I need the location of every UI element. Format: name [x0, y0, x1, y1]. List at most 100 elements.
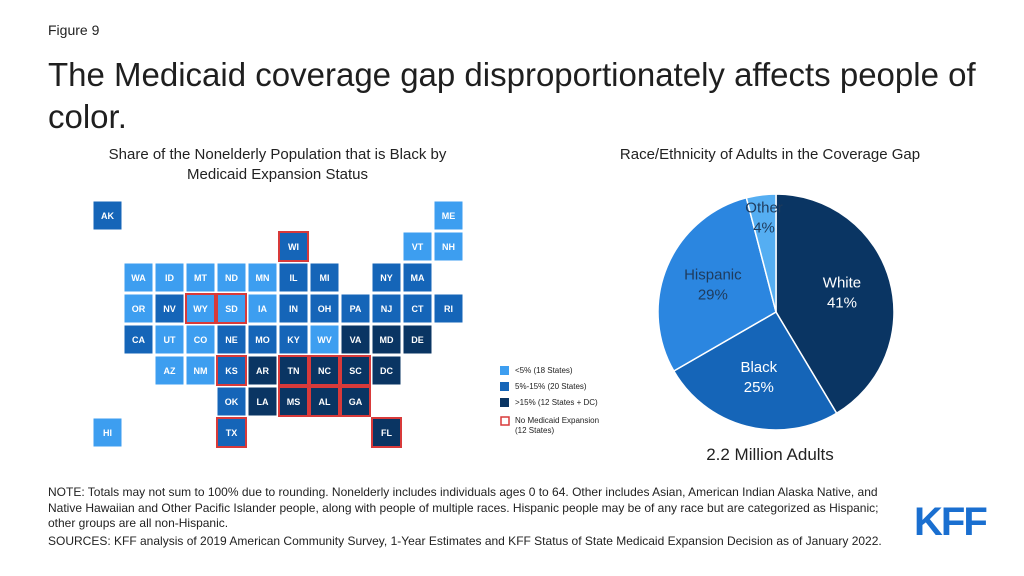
state: [309, 355, 340, 386]
state: [340, 293, 371, 324]
state: [278, 262, 309, 293]
state-label: IN: [289, 304, 298, 314]
state-label: NM: [194, 366, 208, 376]
state-label: WA: [131, 273, 146, 283]
notes: NOTE: Totals may not sum to 100% due to …: [48, 485, 879, 530]
state: [309, 262, 340, 293]
state: [309, 386, 340, 417]
state-label: TX: [226, 428, 238, 438]
state-label: OR: [132, 304, 146, 314]
state-label: KY: [287, 335, 300, 345]
state-label: NY: [380, 273, 393, 283]
state-label: SC: [349, 366, 362, 376]
state-label: MN: [256, 273, 270, 283]
state: [340, 386, 371, 417]
state-label: VA: [350, 335, 362, 345]
state: [216, 417, 247, 448]
legend-label: <5% (18 States): [515, 366, 573, 375]
state: [154, 355, 185, 386]
state: [278, 231, 309, 262]
figure-label: Figure 9: [48, 22, 100, 38]
state-label: RI: [444, 304, 453, 314]
state-label: NC: [318, 366, 331, 376]
pie-slice: [745, 193, 777, 313]
state: [216, 386, 247, 417]
state-label: WI: [288, 242, 299, 252]
state-label: KS: [225, 366, 238, 376]
state-label: LA: [257, 397, 269, 407]
state-label: ND: [225, 273, 238, 283]
state-label: NJ: [381, 304, 393, 314]
state: [92, 417, 123, 448]
state-label: CO: [194, 335, 208, 345]
state: [402, 231, 433, 262]
state: [278, 324, 309, 355]
state: [123, 293, 154, 324]
sources: SOURCES: KFF analysis of 2019 American C…: [48, 534, 882, 548]
slice-label: Other: [745, 199, 783, 216]
state-label: AR: [256, 366, 269, 376]
legend-swatch: [500, 416, 510, 426]
state-label: OK: [225, 397, 239, 407]
state: [371, 324, 402, 355]
state-label: OH: [318, 304, 332, 314]
state-label: CA: [132, 335, 145, 345]
state: [154, 293, 185, 324]
state-label: UT: [164, 335, 176, 345]
state: [278, 386, 309, 417]
state-label: AK: [101, 211, 114, 221]
slice-label: Black: [740, 359, 777, 376]
state: [371, 417, 402, 448]
state: [216, 262, 247, 293]
state: [278, 355, 309, 386]
state: [185, 355, 216, 386]
state: [154, 262, 185, 293]
slice-label: Hispanic: [684, 267, 742, 284]
state-label: IA: [258, 304, 268, 314]
state: [123, 262, 154, 293]
slice-value: 41%: [827, 295, 857, 312]
slice-value: 4%: [753, 219, 775, 236]
state: [247, 262, 278, 293]
slice-value: 29%: [698, 287, 728, 304]
state: [433, 200, 464, 231]
state: [402, 262, 433, 293]
state-label: WV: [317, 335, 332, 345]
pie-slice: [775, 193, 895, 415]
state-label: ID: [165, 273, 175, 283]
state: [371, 293, 402, 324]
slice-value: 25%: [744, 379, 774, 396]
state: [185, 324, 216, 355]
state-label: NH: [442, 242, 455, 252]
state-label: DE: [411, 335, 424, 345]
state-label: NE: [225, 335, 238, 345]
state-label: CT: [412, 304, 424, 314]
state-label: AL: [319, 397, 331, 407]
legend-label: >15% (12 States + DC): [515, 398, 598, 407]
state: [154, 324, 185, 355]
state: [371, 355, 402, 386]
state-label: ME: [442, 211, 456, 221]
state: [278, 293, 309, 324]
state: [185, 262, 216, 293]
state-label: IL: [290, 273, 299, 283]
state: [92, 200, 123, 231]
state-label: HI: [103, 428, 112, 438]
state-label: MS: [287, 397, 301, 407]
pie-title: Race/Ethnicity of Adults in the Coverage…: [619, 146, 921, 163]
state: [402, 293, 433, 324]
state-label: MO: [255, 335, 270, 345]
map-title: Share of the Nonelderly Population that …: [108, 146, 447, 183]
state-label: PA: [350, 304, 362, 314]
legend-label: No Medicaid Expansion (12 States): [515, 416, 599, 435]
state: [340, 355, 371, 386]
state: [216, 355, 247, 386]
state: [247, 386, 278, 417]
state: [247, 324, 278, 355]
state: [340, 324, 371, 355]
state-label: VT: [412, 242, 424, 252]
state: [433, 293, 464, 324]
state-label: MT: [194, 273, 207, 283]
